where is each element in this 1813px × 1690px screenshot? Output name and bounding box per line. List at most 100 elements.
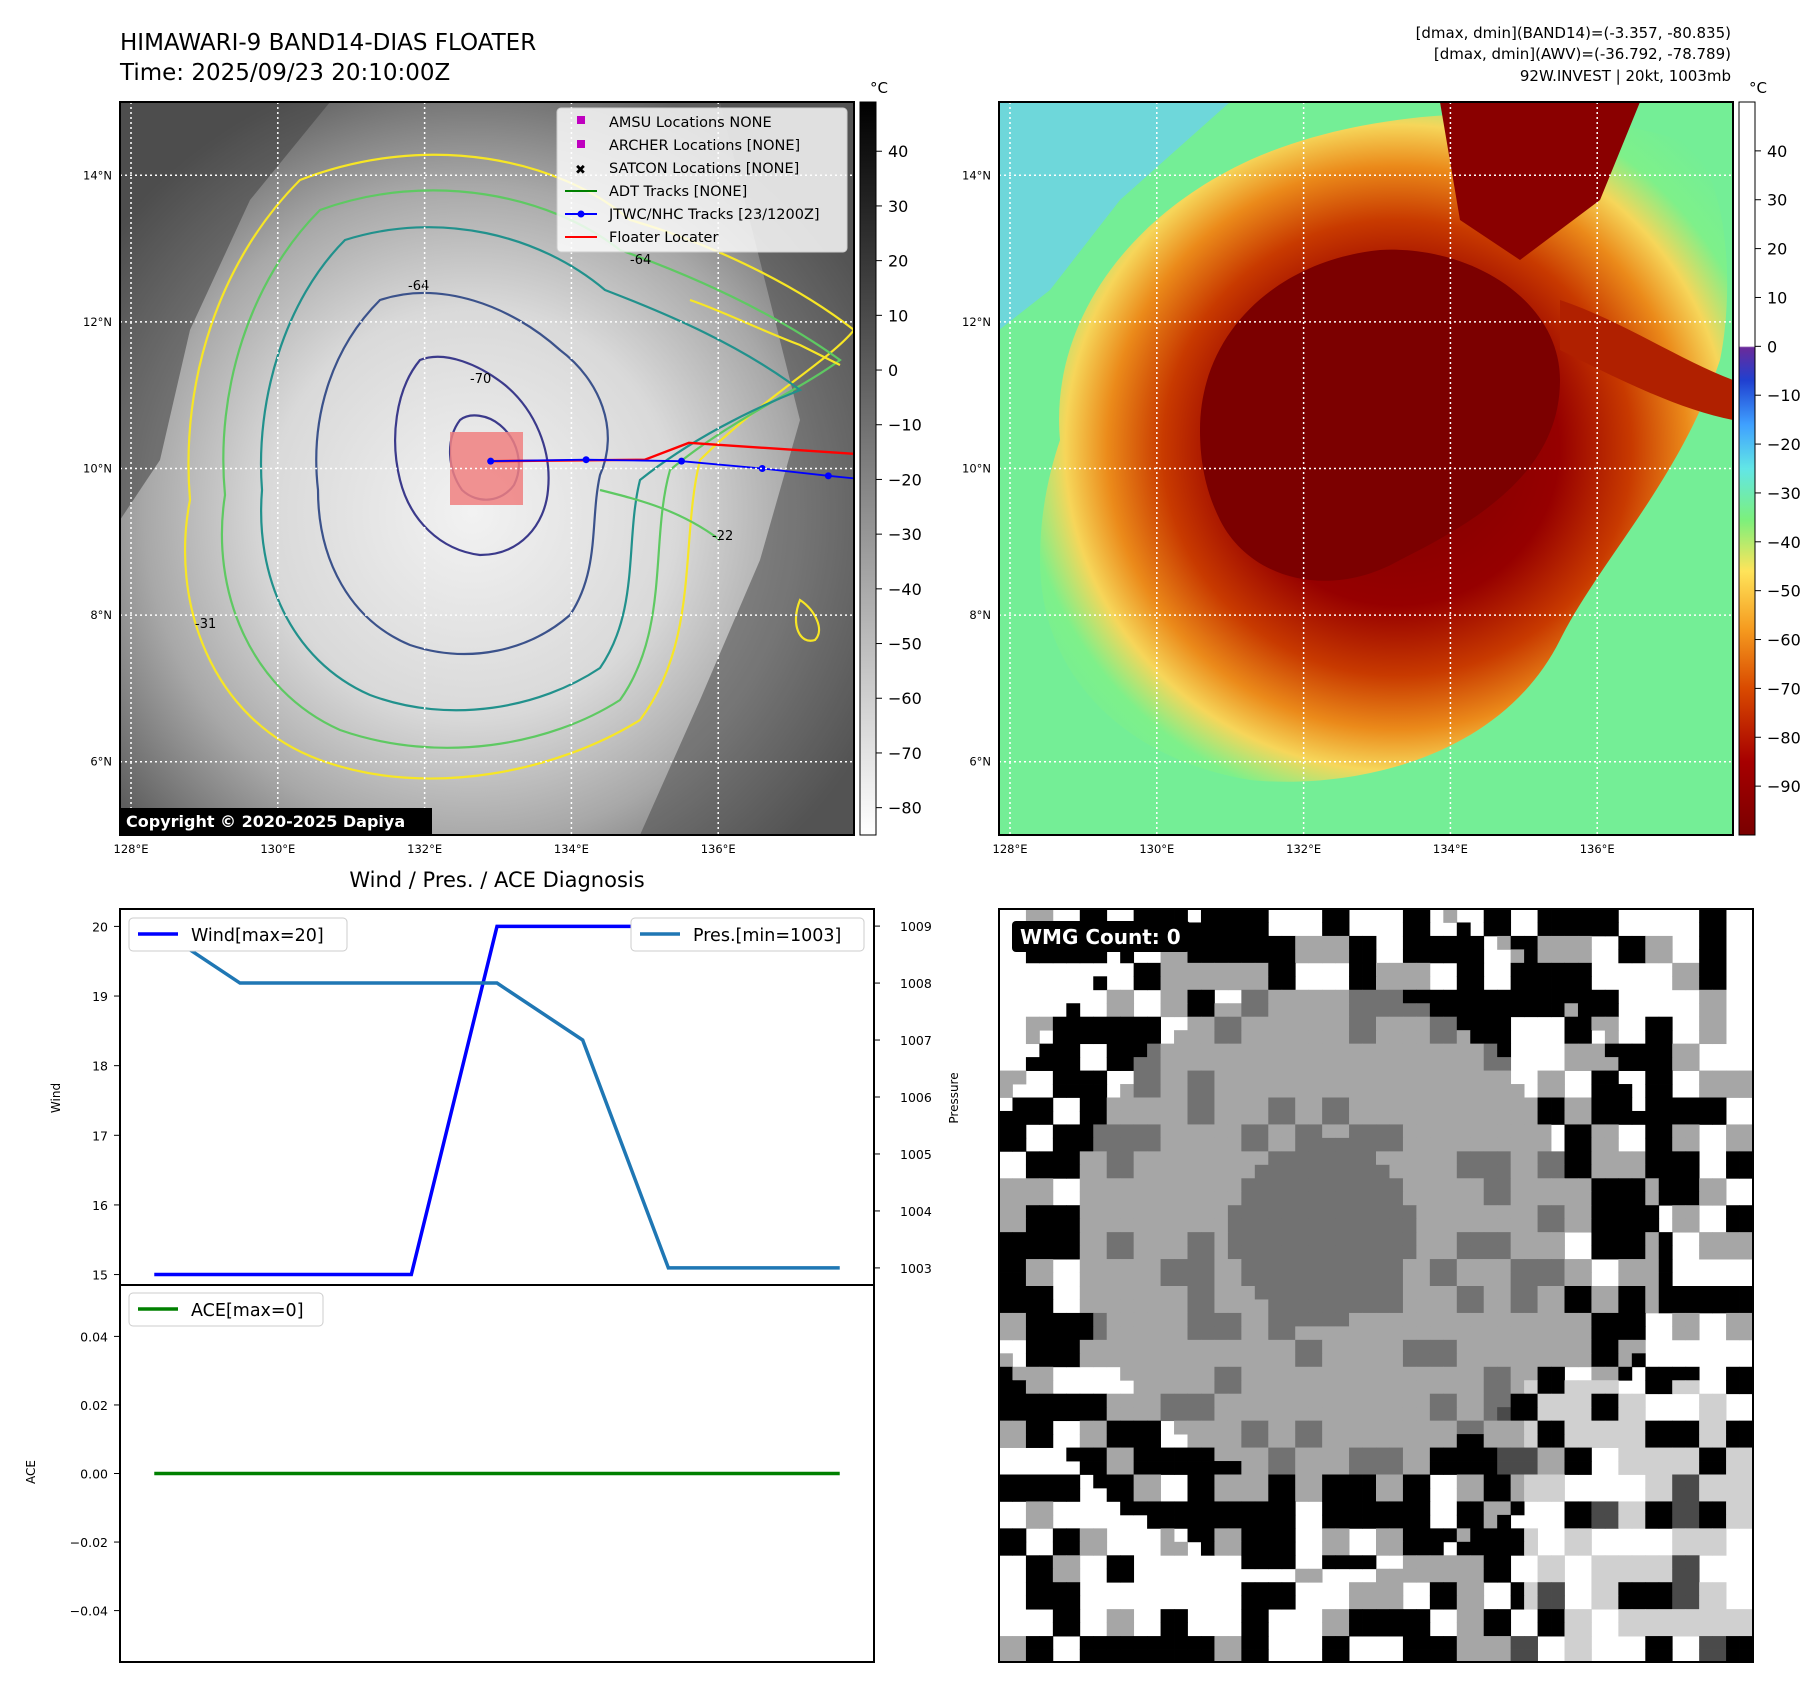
wmg-cell xyxy=(1402,1016,1417,1031)
wmg-cell xyxy=(1025,1205,1040,1220)
wmg-cell xyxy=(1025,1299,1040,1314)
wmg-cell xyxy=(1039,1245,1054,1260)
wmg-cell xyxy=(1456,1366,1471,1381)
wmg-cell xyxy=(1699,1286,1713,1300)
wmg-cell xyxy=(1389,1312,1404,1327)
wmg-cell xyxy=(1335,1528,1350,1543)
wmg-cell xyxy=(1039,1501,1054,1516)
wmg-cell xyxy=(1376,1353,1390,1368)
wmg-cell xyxy=(1497,1097,1512,1112)
wmg-cell xyxy=(1362,1070,1377,1085)
wmg-cell xyxy=(1618,1245,1633,1260)
wmg-cell xyxy=(1174,1420,1188,1435)
wmg-cell xyxy=(1227,935,1242,950)
wmg-cell xyxy=(1174,1164,1188,1179)
wmg-cell xyxy=(1322,1514,1336,1529)
wmg-cell xyxy=(1443,1016,1458,1031)
wmg-cell xyxy=(1025,1218,1040,1233)
wmg-count-label: WMG Count: 0 xyxy=(1020,925,1181,949)
wmg-cell xyxy=(1106,1272,1121,1287)
wmg-cell xyxy=(1658,1568,1673,1583)
wmg-cell xyxy=(1160,1501,1175,1516)
wmg-cell xyxy=(1187,1057,1202,1071)
wmg-cell xyxy=(1470,1097,1485,1112)
wmg-cell xyxy=(1268,1178,1283,1193)
wmg-cell xyxy=(1739,1649,1753,1662)
wmg-cell xyxy=(1712,1582,1727,1597)
wmg-cell xyxy=(1591,1084,1606,1098)
wmg-cell xyxy=(1349,1259,1363,1273)
wmg-cell xyxy=(1160,1151,1175,1166)
wmg-cell xyxy=(1537,1447,1552,1462)
wmg-cell xyxy=(1187,1501,1202,1516)
wmg-cell xyxy=(1551,1339,1565,1354)
wmg-cell xyxy=(1241,1407,1256,1422)
wmg-cell xyxy=(1564,935,1579,950)
ace-tick-label: −0.04 xyxy=(70,1604,108,1619)
wmg-cell xyxy=(1039,949,1054,964)
wmg-cell xyxy=(1160,1245,1175,1260)
wmg-cell xyxy=(1524,1541,1538,1556)
wmg-cell xyxy=(1389,1124,1404,1139)
wmg-cell xyxy=(1147,1420,1161,1435)
wmg-cell xyxy=(1645,1097,1660,1112)
wmg-cell xyxy=(1147,1649,1161,1662)
wmg-cell xyxy=(1726,1514,1740,1529)
wmg-cell xyxy=(1402,1528,1417,1543)
wmg-cell xyxy=(1268,1191,1283,1206)
wmg-cell xyxy=(1227,1232,1242,1246)
wmg-cell xyxy=(1106,1030,1121,1045)
wmg-cell xyxy=(1227,1649,1242,1662)
wmg-cell xyxy=(1268,1070,1283,1085)
wmg-cell xyxy=(1672,1110,1687,1125)
colorbar-tick-label: −70 xyxy=(1767,679,1801,698)
wmg-cell xyxy=(1483,1110,1498,1125)
wmg-cell xyxy=(1416,1474,1431,1489)
wind-tick-label: 18 xyxy=(92,1059,108,1074)
wmg-cell xyxy=(1214,909,1229,923)
wmg-cell xyxy=(1268,1528,1283,1543)
wmg-cell xyxy=(1416,1514,1431,1529)
wmg-cell xyxy=(1322,1649,1336,1662)
wmg-cell xyxy=(1106,1555,1121,1570)
wmg-cell xyxy=(1133,1393,1148,1408)
wmg-cell xyxy=(1187,935,1202,950)
wmg-cell xyxy=(1645,1487,1660,1502)
wmg-cell xyxy=(1524,1366,1538,1381)
wmg-cell xyxy=(1672,1299,1687,1314)
wmg-cell xyxy=(1604,1555,1619,1570)
wmg-cell xyxy=(1227,1407,1242,1422)
wmg-cell xyxy=(1187,1339,1202,1354)
wmg-cell xyxy=(1726,1232,1740,1246)
wmg-cell xyxy=(1012,1286,1027,1300)
wmg-cell xyxy=(1402,1393,1417,1408)
wmg-cell xyxy=(1537,1434,1552,1448)
wmg-cell xyxy=(1402,922,1417,937)
wmg-cell xyxy=(1524,1339,1538,1354)
wmg-cell xyxy=(1362,1380,1377,1395)
wmg-cell xyxy=(1039,1272,1054,1287)
wmg-cell xyxy=(1174,1232,1188,1246)
wmg-cell xyxy=(1483,1043,1498,1058)
wmg-cell xyxy=(1093,1541,1108,1556)
wmg-cell xyxy=(1362,1003,1377,1018)
wmg-cell xyxy=(1658,1272,1673,1287)
wmg-cell xyxy=(1200,1636,1215,1650)
wmg-cell xyxy=(1739,1609,1753,1623)
wmg-cell xyxy=(1389,976,1404,991)
wmg-cell xyxy=(1658,1649,1673,1662)
wmg-cell xyxy=(1456,935,1471,950)
wmg-cell xyxy=(1483,1649,1498,1662)
wmg-cell xyxy=(1268,949,1283,964)
wmg-cell xyxy=(1214,1487,1229,1502)
wmg-cell xyxy=(1456,1528,1471,1543)
wmg-cell xyxy=(1120,1245,1135,1260)
wmg-cell xyxy=(1093,1232,1108,1246)
wmg-cell xyxy=(1200,1043,1215,1058)
wmg-cell xyxy=(1227,1366,1242,1381)
wmg-cell xyxy=(1470,1514,1485,1529)
wmg-cell xyxy=(1295,1070,1310,1085)
wmg-cell xyxy=(1120,949,1135,964)
